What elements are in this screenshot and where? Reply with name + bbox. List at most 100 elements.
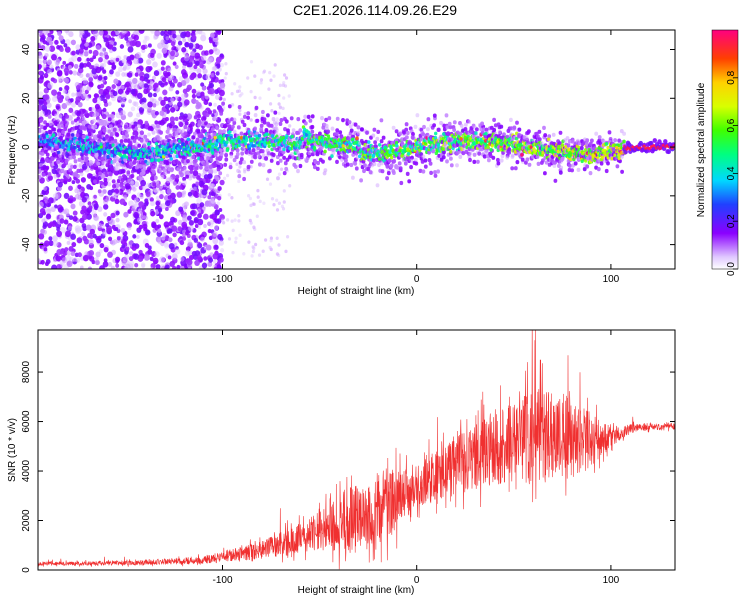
spectrogram-cell (371, 133, 376, 138)
spectrogram-cell (137, 57, 144, 64)
spectrogram-cell (98, 171, 102, 176)
spectrogram-cell (202, 162, 207, 167)
spectrogram-cell (115, 132, 120, 137)
spectrogram-cell (87, 201, 92, 206)
spectrogram-cell (59, 218, 65, 224)
spectrogram-cell (284, 166, 289, 172)
spectrogram-cell (38, 175, 42, 180)
spectrogram-cell (123, 55, 128, 60)
spectrogram-cell (103, 30, 108, 36)
spectrogram-cell (128, 99, 132, 104)
spectrogram-cell (208, 102, 213, 107)
spectrogram-cell (486, 145, 490, 150)
spectrogram-cell (191, 203, 198, 210)
spectrogram-cell (46, 208, 52, 215)
spectrogram-cell (413, 157, 418, 162)
spectrogram-cell (177, 81, 183, 88)
spectrogram-cell (76, 237, 83, 244)
spectrogram-cell (407, 179, 412, 184)
spectrogram-cell (109, 218, 116, 226)
spectrogram-cell (227, 237, 232, 241)
spectrogram-cell (107, 182, 112, 187)
spectrogram-cell (238, 108, 242, 113)
spectrogram-cell (272, 202, 276, 207)
spectrogram-cell (70, 39, 76, 46)
spectrogram-cell (227, 192, 231, 197)
spectrogram-cell (308, 118, 313, 123)
spectrogram-cell (168, 86, 174, 92)
spectrogram-cell (179, 240, 185, 246)
spectrogram-cell (129, 251, 134, 256)
spectrogram-cell (258, 96, 262, 100)
spectrogram-cell (269, 238, 273, 243)
spectrogram-cell (41, 189, 47, 196)
spectrogram-cell (449, 156, 453, 161)
spectrogram-cell (68, 107, 74, 113)
spectrogram-cell (101, 113, 107, 120)
spectrogram-cell (38, 59, 43, 65)
spectrogram-cell (117, 119, 122, 124)
spectrogram-cell (67, 64, 73, 70)
spectrogram-cell (133, 219, 138, 225)
spectrogram-cell (74, 194, 80, 200)
spectrogram-cell (115, 256, 121, 263)
spectrogram-cell (254, 105, 259, 110)
spectrogram-cell (57, 124, 62, 129)
spectrogram-cell (298, 163, 303, 169)
spectrogram-cell (194, 166, 199, 171)
spectrogram-cell (249, 118, 253, 122)
spectrogram-cell (188, 175, 193, 181)
spectrogram-cell (38, 52, 43, 59)
spectrogram-cell (123, 194, 128, 199)
spectrogram-cell (75, 133, 80, 138)
spectrogram-cell (186, 259, 193, 266)
spectrogram-cell (164, 206, 169, 211)
spectrogram-cell (137, 79, 143, 86)
spectrogram-cell (107, 262, 113, 267)
spectrogram-cell (219, 53, 224, 58)
spectrogram-cell (376, 129, 381, 134)
spectrogram-cell (139, 194, 144, 200)
spectrogram-cell (146, 182, 151, 188)
spectrogram-cell (45, 134, 50, 139)
spectrogram-cell (282, 155, 286, 160)
spectrogram-cell (153, 70, 160, 77)
spectrogram-cell (141, 263, 146, 269)
spectrogram-cell (136, 68, 141, 74)
spectrogram-cell (379, 118, 384, 123)
spectrogram-cell (216, 160, 220, 165)
spectrogram-cell (467, 119, 472, 124)
spectrogram-cell (487, 158, 491, 163)
spectrogram-cell (38, 104, 43, 112)
spectrogram-cell (166, 71, 171, 77)
spectrogram-cell (143, 134, 148, 139)
spectrogram-cell (344, 154, 349, 159)
spectrogram-cell (70, 164, 74, 169)
spectrogram-cell (254, 242, 258, 247)
spectrogram-cell (208, 87, 215, 95)
spectrogram-cell (164, 242, 170, 249)
spectrogram-cell (230, 195, 234, 200)
spectrogram-cell (171, 225, 178, 232)
spectrogram-cell (110, 265, 115, 269)
spectrogram-cell (67, 225, 73, 231)
spectrogram-cell (122, 58, 127, 64)
spectrogram-cell (275, 236, 279, 241)
spectrogram-cell (63, 126, 68, 132)
spectrogram-cell (63, 43, 68, 48)
spectrogram-cell (353, 161, 358, 166)
spectrogram-cell (136, 92, 143, 100)
spectrogram-cell (184, 42, 189, 47)
spectrogram-cell (270, 197, 275, 201)
spectrogram-cell (75, 84, 81, 91)
spectrogram-cell (38, 258, 41, 264)
spectrogram-cell (66, 260, 73, 268)
spectrogram-cell (39, 110, 45, 117)
spectrogram-cell (135, 52, 142, 59)
spectrogram-cell (130, 106, 136, 112)
spectrogram-cell (181, 115, 186, 120)
spectrogram-cell (256, 188, 260, 193)
spectrogram-cell (75, 96, 81, 103)
spectrogram-cell (214, 89, 220, 95)
spectrogram-cell (209, 39, 213, 44)
